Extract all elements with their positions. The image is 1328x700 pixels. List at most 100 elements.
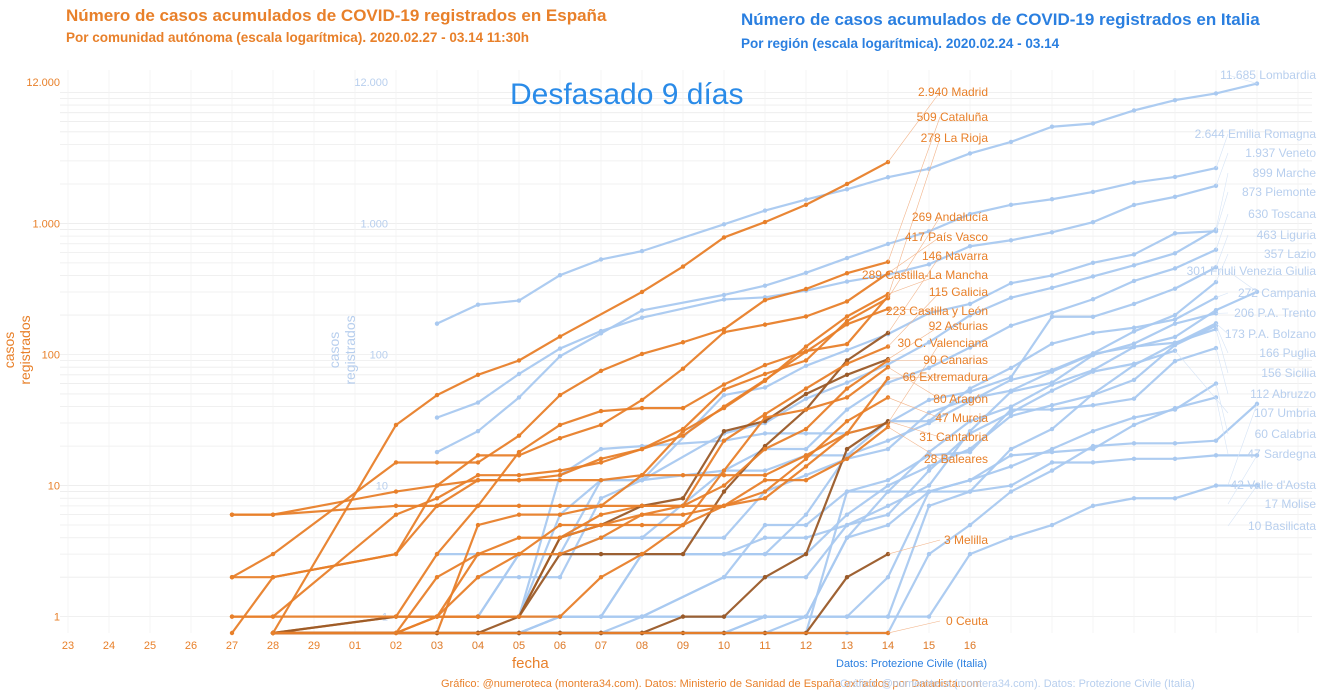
series-point	[1131, 456, 1137, 462]
series-point	[803, 349, 809, 354]
italy-series-labels: 11.685 Lombardia 2.644 Emilia Romagna 1.93…	[1187, 68, 1317, 533]
series-point	[270, 630, 276, 636]
series-point	[680, 264, 686, 269]
spain-x-tick-label: 12	[800, 640, 812, 652]
italy-series-label: 272 Campania	[1238, 286, 1316, 300]
italy-x-tick-label: 16	[964, 640, 976, 652]
series-point	[1090, 460, 1096, 465]
series-point	[926, 503, 932, 509]
series-point	[1131, 396, 1137, 401]
series-point	[598, 551, 604, 557]
label-leader	[887, 620, 941, 634]
spain-x-tick-label: 25	[144, 640, 156, 652]
series-point	[762, 431, 768, 436]
series-point	[1213, 395, 1219, 400]
italy-series-label: 11.685 Lombardia	[1220, 68, 1316, 82]
series-point	[762, 574, 768, 580]
series-point	[1131, 301, 1137, 307]
spain-series-label: 90 Canarias	[923, 353, 988, 367]
series-point	[639, 477, 645, 483]
series-point	[516, 535, 522, 540]
series-point	[598, 422, 604, 428]
spain-x-tick-label: 16	[964, 640, 976, 652]
series-point	[803, 396, 809, 401]
spain-series-label: 0 Ceuta	[946, 614, 988, 628]
series-point	[1172, 174, 1178, 180]
series-point	[1172, 456, 1178, 462]
series-point	[475, 574, 481, 580]
series-point	[1008, 410, 1014, 415]
label-leader	[1174, 350, 1229, 414]
series-point	[393, 460, 399, 465]
series-point	[762, 208, 768, 213]
series-point	[926, 464, 932, 469]
italy-y-tick-label: 10	[376, 481, 388, 493]
series-point	[926, 310, 932, 316]
spain-y-tick-label: 1	[54, 612, 60, 624]
series-point	[1213, 91, 1219, 96]
series-point	[721, 329, 727, 335]
series-point	[844, 372, 850, 378]
spain-x-tick-label: 26	[185, 640, 197, 652]
series-point	[1008, 377, 1014, 383]
series-point	[1090, 297, 1096, 302]
series-point	[393, 551, 399, 557]
series-point	[557, 354, 563, 359]
series-point	[721, 614, 727, 619]
series-point	[393, 503, 399, 509]
series-point	[516, 395, 522, 400]
series-point	[844, 446, 850, 452]
italy-series-label: 166 Puglia	[1259, 346, 1316, 360]
spain-x-tick-label: 23	[62, 640, 74, 652]
series-point	[844, 380, 850, 385]
series-point	[680, 503, 686, 509]
series-point	[885, 380, 891, 385]
series-point	[1008, 202, 1014, 208]
series-point	[1131, 377, 1137, 383]
series-point	[1008, 489, 1014, 494]
series-point	[516, 503, 522, 509]
series-point	[762, 522, 768, 528]
series-point	[803, 535, 809, 540]
series-point	[721, 222, 727, 227]
label-leader	[887, 420, 941, 438]
series-line	[437, 281, 1217, 556]
series-point	[598, 614, 604, 619]
series-point	[1049, 197, 1055, 202]
series-point	[1008, 446, 1014, 452]
series-point	[1090, 428, 1096, 434]
series-point	[844, 361, 850, 366]
series-point	[1213, 438, 1219, 443]
series-point	[1131, 325, 1137, 330]
series-point	[762, 322, 768, 327]
series-point	[885, 614, 891, 619]
series-point	[926, 489, 932, 494]
series-point	[803, 456, 809, 462]
series-point	[762, 472, 768, 478]
label-leader	[887, 137, 941, 297]
series-point	[885, 483, 891, 488]
series-point	[762, 362, 768, 368]
series-point	[926, 340, 932, 345]
spain-x-tick-label: 09	[677, 640, 689, 652]
label-leader	[887, 291, 941, 347]
series-point	[1008, 407, 1014, 412]
series-point	[1049, 460, 1055, 465]
spain-series-label: 80 Aragón	[933, 392, 988, 406]
italy-series-label: 173 P.A. Bolzano	[1225, 327, 1317, 341]
series-point	[1172, 358, 1178, 364]
series-point	[598, 503, 604, 509]
series-line	[273, 426, 889, 635]
series-point	[1090, 351, 1096, 357]
series-point	[475, 460, 481, 465]
series-point	[803, 407, 809, 412]
spain-series-label: 269 Andalucía	[912, 210, 988, 224]
series-point	[475, 503, 481, 509]
label-leader	[1215, 152, 1229, 186]
series-point	[721, 382, 727, 387]
series-point	[639, 446, 645, 452]
series-point	[557, 614, 563, 619]
italy-series-label: 17 Molise	[1265, 497, 1317, 511]
italy-series-label: 10 Basilicata	[1248, 519, 1316, 533]
series-point	[475, 472, 481, 478]
